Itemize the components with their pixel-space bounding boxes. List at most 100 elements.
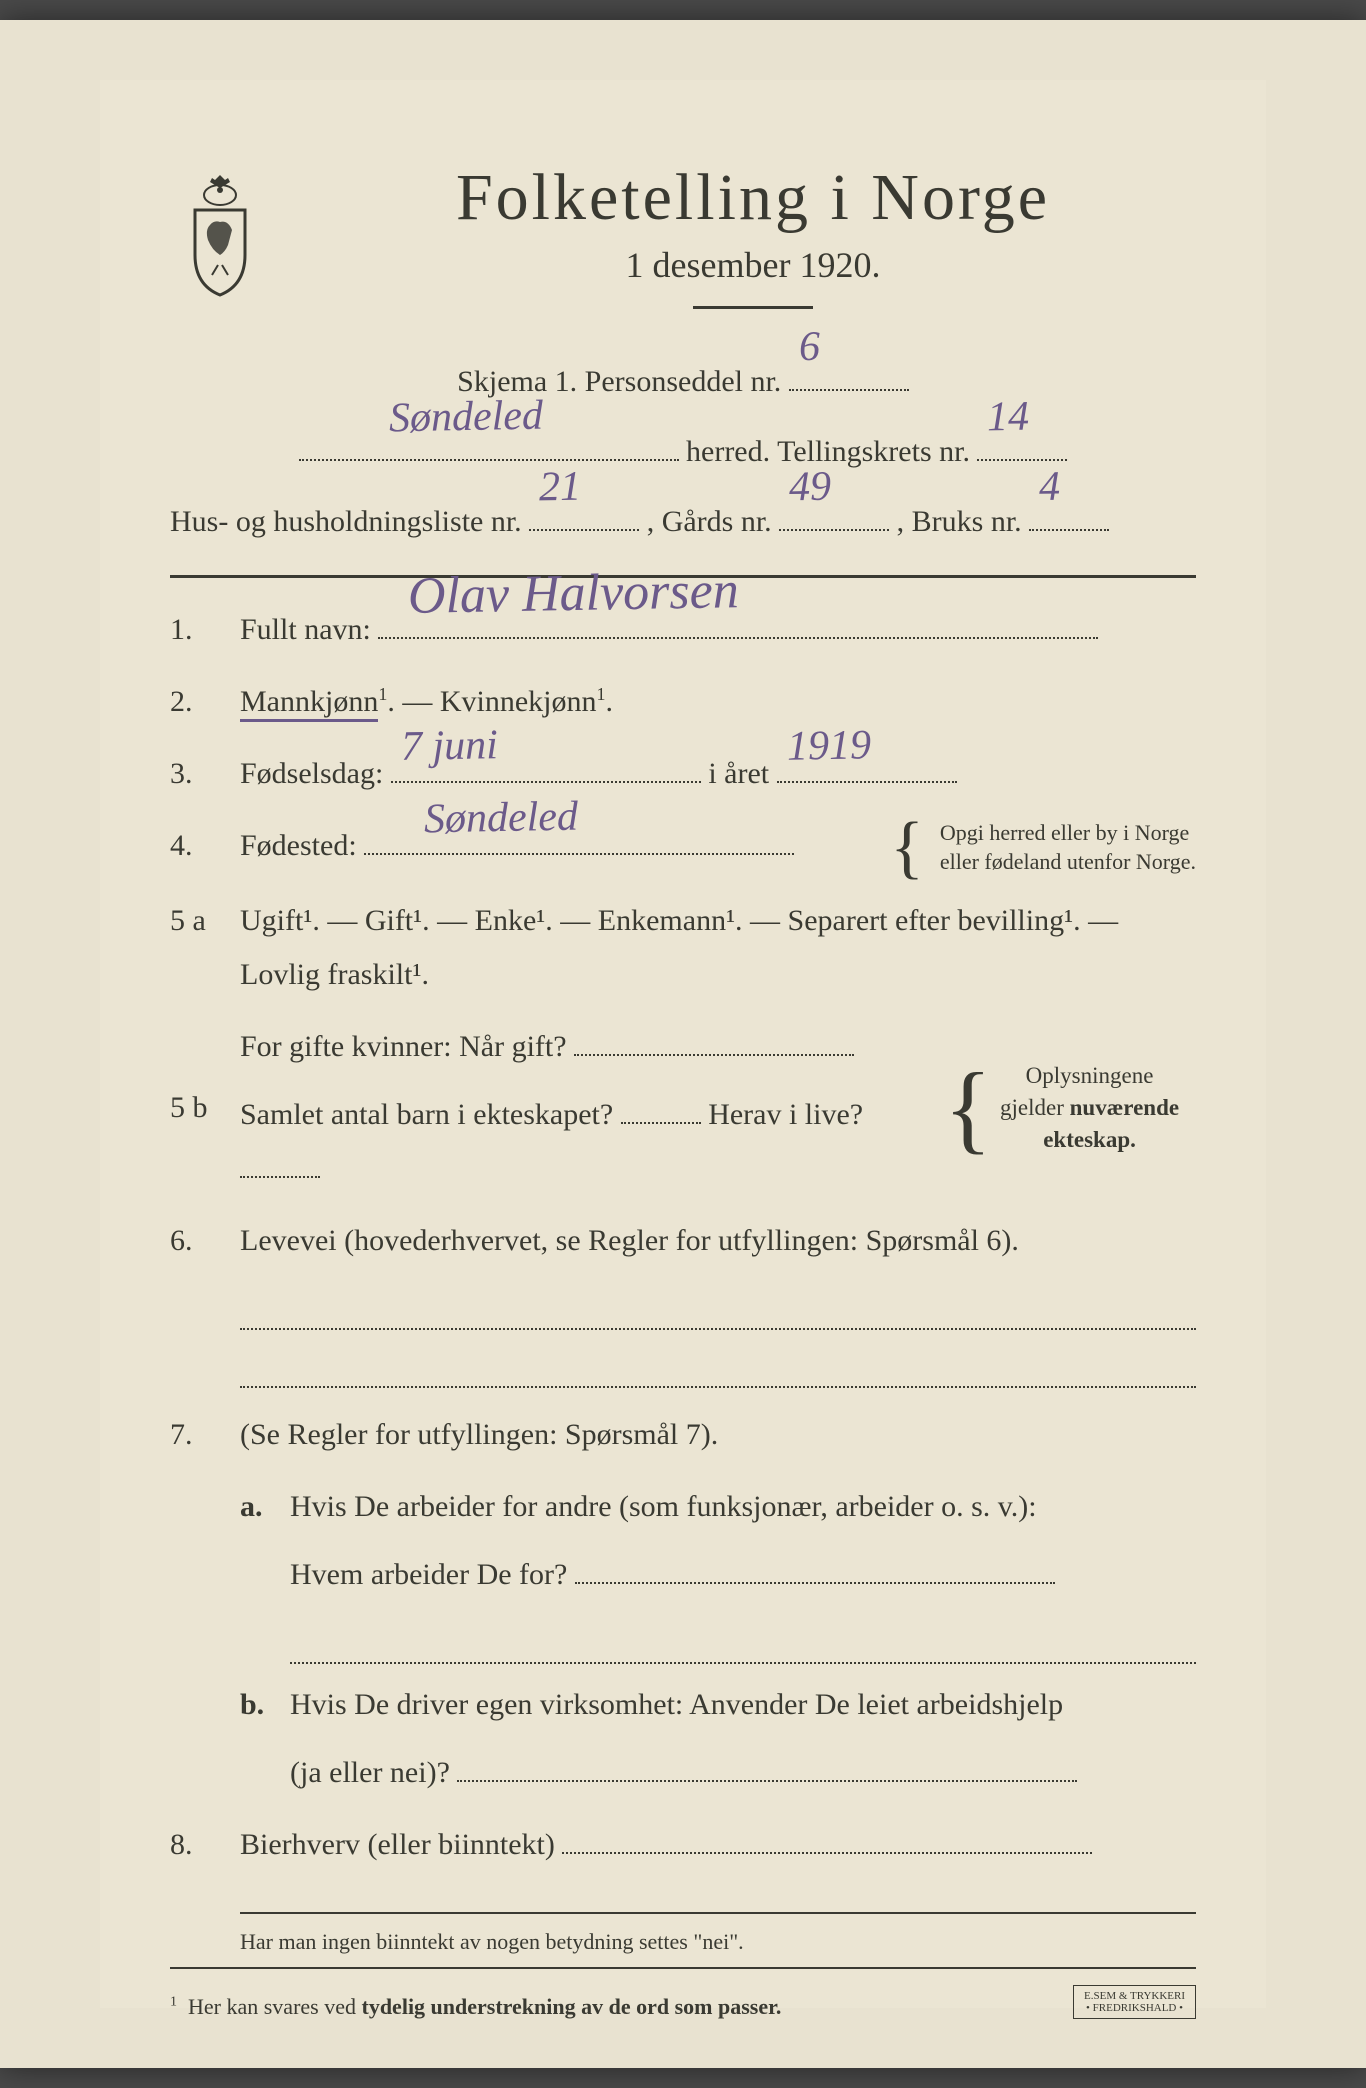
q6-answer-line-1 — [240, 1286, 1196, 1330]
herred-field: Søndeled — [299, 428, 679, 461]
personseddel-nr-value: 6 — [798, 300, 821, 393]
q5a-num: 5 a — [170, 894, 240, 948]
title-rule — [693, 306, 813, 309]
question-8: 8. Bierhverv (eller biinntekt) — [170, 1818, 1196, 1872]
printer-stamp: E.SEM & TRYKKERI • FREDRIKSHALD • — [1073, 1985, 1196, 2019]
footnote-2-text: Her kan svares ved tydelig understreknin… — [188, 1994, 781, 2019]
married-when-field — [574, 1023, 854, 1056]
q7b-l1: Hvis De driver egen virksomhet: Anvender… — [290, 1678, 1196, 1732]
question-6: 6. Levevei (hovederhvervet, se Regler fo… — [170, 1214, 1196, 1268]
question-5a: 5 a Ugift¹. — Gift¹. — Enke¹. — Enkemann… — [170, 894, 1196, 1002]
brace-icon: { — [944, 1068, 992, 1148]
footnote-2-sup: 1 — [170, 1995, 177, 2010]
q4-note-l1: Opgi herred eller by i Norge — [940, 819, 1196, 848]
q2-dot: . — [605, 685, 613, 718]
q1-label: Fullt navn: — [240, 613, 371, 646]
footnote-2: 1 Her kan svares ved tydelig understrekn… — [170, 1994, 781, 2020]
question-7: 7. (Se Regler for utfyllingen: Spørsmål … — [170, 1408, 1196, 1462]
bruks-nr-value: 4 — [1038, 440, 1061, 533]
title-block: Folketelling i Norge 1 desember 1920. — [310, 160, 1196, 339]
hired-help-field — [457, 1749, 1077, 1782]
question-1: 1. Fullt navn: Olav Halvorsen — [170, 603, 1196, 657]
brace-icon: { — [890, 820, 924, 876]
subtitle: 1 desember 1920. — [310, 244, 1196, 286]
q2-sup1: 1 — [378, 684, 387, 704]
question-7a: a. Hvis De arbeider for andre (som funks… — [170, 1480, 1196, 1602]
q8-text: Bierhverv (eller biinntekt) — [240, 1828, 555, 1861]
q7b-label: b. — [240, 1678, 290, 1732]
birthplace-field: Søndeled — [364, 822, 794, 855]
q5b-l2b: Herav i live? — [708, 1098, 863, 1131]
divider-2 — [240, 1912, 1196, 1914]
census-form: Folketelling i Norge 1 desember 1920. Sk… — [100, 80, 1266, 2008]
header: Folketelling i Norge 1 desember 1920. — [170, 160, 1196, 339]
q6-text: Levevei (hovederhvervet, se Regler for u… — [240, 1214, 1196, 1268]
gards-label: , Gårds nr. — [647, 505, 772, 538]
q7a-label: a. — [240, 1480, 290, 1534]
q5b-note-l3: ekteskap. — [1000, 1124, 1179, 1156]
q7a-l1: Hvis De arbeider for andre (som funksjon… — [290, 1480, 1196, 1534]
main-title: Folketelling i Norge — [310, 160, 1196, 236]
bruks-nr-field: 4 — [1029, 498, 1109, 531]
q7a-l2: Hvem arbeider De for? — [290, 1558, 567, 1591]
q8-num: 8. — [170, 1818, 240, 1872]
birthplace-value: Søndeled — [424, 780, 579, 858]
q5b-l2a: Samlet antal barn i ekteskapet? — [240, 1098, 613, 1131]
list-nr-value: 21 — [538, 440, 582, 533]
question-5b: 5 b For gifte kvinner: Når gift? Samlet … — [170, 1020, 1196, 1196]
question-2: 2. Mannkjønn1. — Kvinnekjønn1. — [170, 675, 1196, 729]
coat-of-arms-icon — [170, 170, 270, 300]
q4-label: Fødested: — [240, 829, 357, 862]
q3-mid: i året — [708, 757, 769, 790]
footer: 1 Her kan svares ved tydelig understrekn… — [170, 1984, 1196, 2020]
stamp-l1: E.SEM & TRYKKERI — [1084, 1990, 1185, 2002]
q7-intro: (Se Regler for utfyllingen: Spørsmål 7). — [240, 1408, 1196, 1462]
gards-nr-value: 49 — [788, 440, 832, 533]
list-nr-field: 21 — [529, 498, 639, 531]
stamp-l2: • FREDRIKSHALD • — [1084, 2002, 1185, 2014]
q5b-note-l1: Oplysningene — [1000, 1060, 1179, 1092]
q3-label: Fødselsdag: — [240, 757, 383, 790]
q7b-l2: (ja eller nei)? — [290, 1756, 450, 1789]
gards-nr-field: 49 — [779, 498, 889, 531]
birthday-field: 7 juni — [391, 750, 701, 783]
q4-num: 4. — [170, 819, 240, 873]
krets-value: 14 — [987, 370, 1031, 463]
bruks-label: , Bruks nr. — [897, 505, 1022, 538]
children-alive-field — [240, 1145, 320, 1178]
employer-field — [575, 1551, 1055, 1584]
personseddel-nr-field: 6 — [789, 358, 909, 391]
q7-num: 7. — [170, 1408, 240, 1462]
q6-answer-line-2 — [240, 1344, 1196, 1388]
q5b-l1: For gifte kvinner: Når gift? — [240, 1030, 567, 1063]
birthyear-value: 1919 — [786, 709, 871, 786]
children-total-field — [621, 1091, 701, 1124]
fullname-field: Olav Halvorsen — [378, 606, 1098, 639]
q2-mann: Mannkjønn — [240, 685, 378, 722]
q4-note: { Opgi herred eller by i Norge eller fød… — [882, 819, 1196, 876]
secondary-occupation-field — [562, 1821, 1092, 1854]
q3-num: 3. — [170, 747, 240, 801]
q5a-text2: Lovlig fraskilt¹. — [240, 948, 1196, 1002]
q6-num: 6. — [170, 1214, 240, 1268]
fullname-value: Olav Halvorsen — [408, 545, 740, 644]
list-prefix: Hus- og husholdningsliste nr. — [170, 505, 522, 538]
q7a-answer-line — [290, 1620, 1196, 1664]
q5a-text: Ugift¹. — Gift¹. — Enke¹. — Enkemann¹. —… — [240, 894, 1196, 948]
q1-num: 1. — [170, 603, 240, 657]
q2-num: 2. — [170, 675, 240, 729]
herred-value: Søndeled — [388, 369, 544, 464]
footnote-1: Har man ingen biinntekt av nogen betydni… — [240, 1929, 1196, 1955]
question-3: 3. Fødselsdag: 7 juni i året 1919 — [170, 747, 1196, 801]
skjema-line: Skjema 1. Personseddel nr. 6 — [170, 349, 1196, 415]
page-background: Folketelling i Norge 1 desember 1920. Sk… — [0, 20, 1366, 2068]
divider-3 — [170, 1967, 1196, 1969]
q5b-note-l2: gjelder gjelder nuværendenuværende — [1000, 1092, 1179, 1124]
q5b-note: { Oplysningene gjelder gjelder nuværende… — [936, 1060, 1196, 1157]
birthday-value: 7 juni — [400, 709, 498, 786]
birthyear-field: 1919 — [777, 750, 957, 783]
question-7b: b. Hvis De driver egen virksomhet: Anven… — [170, 1678, 1196, 1800]
q5b-num: 5 b — [170, 1081, 240, 1135]
q4-note-l2: eller fødeland utenfor Norge. — [940, 848, 1196, 877]
question-4: 4. Fødested: Søndeled { Opgi herred elle… — [170, 819, 1196, 876]
